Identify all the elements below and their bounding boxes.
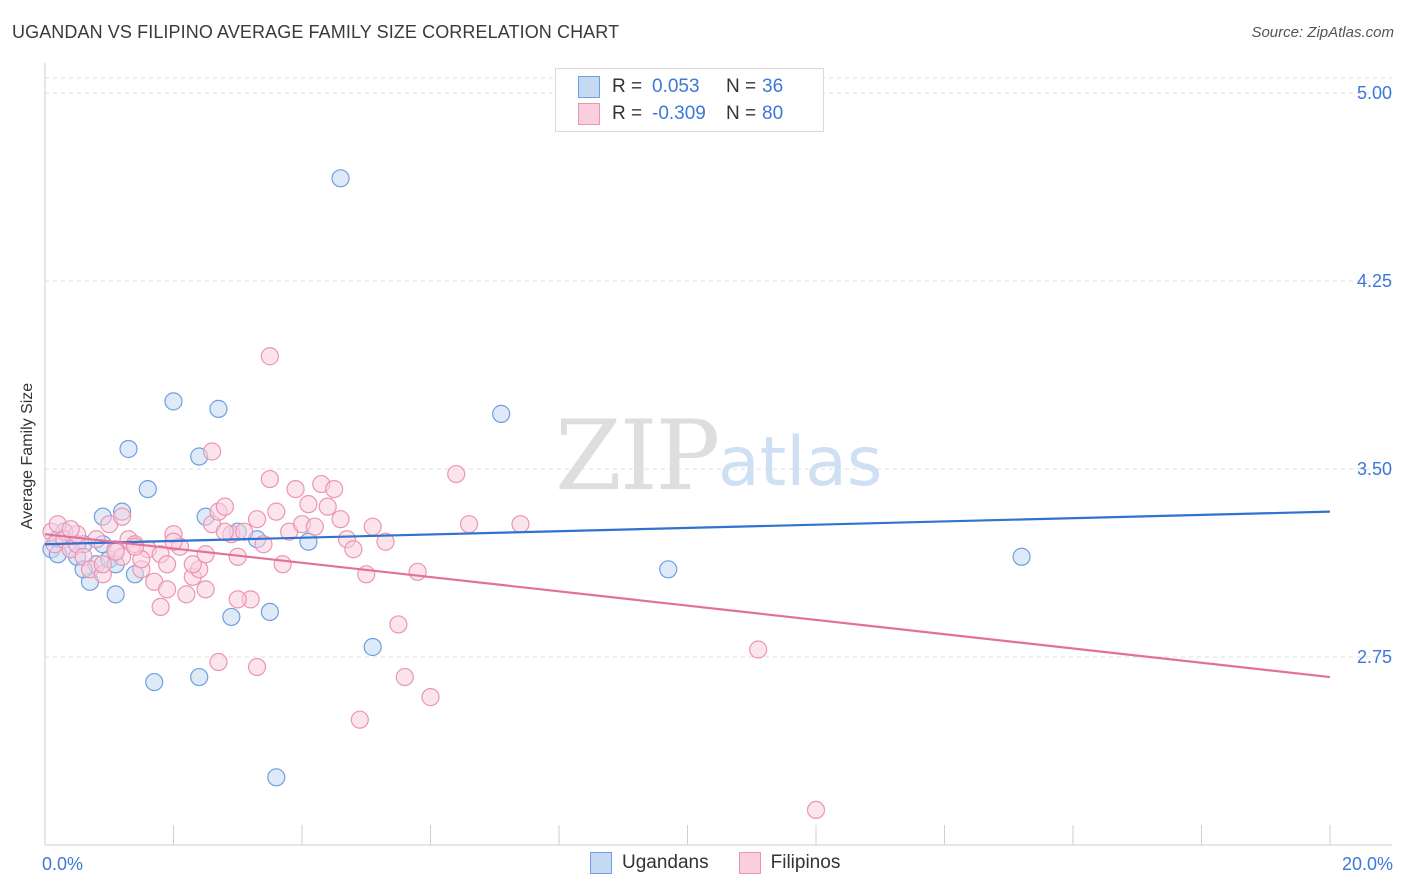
filipino-point: [331, 510, 350, 529]
filipino-point: [247, 510, 267, 529]
ugandan-point: [659, 560, 678, 579]
ugandan-point: [260, 602, 279, 622]
filipino-point: [157, 580, 177, 599]
filipino-point: [235, 522, 254, 541]
filipinos-trend-line: [44, 533, 1331, 679]
legend-item-filipinos: Filipinos: [738, 852, 841, 874]
filipino-point: [177, 585, 196, 604]
ugandan-point: [331, 169, 350, 188]
ugandan-point: [1012, 547, 1031, 566]
legend-label: Filipinos: [770, 852, 841, 873]
filipinos-swatch: [738, 852, 761, 874]
legend-label: Ugandans: [622, 852, 709, 873]
legend-row-filipinos: R = -0.309 N = 80: [578, 102, 783, 126]
ugandan-point: [164, 392, 183, 411]
filipino-point: [305, 517, 324, 536]
chart-title: UGANDAN VS FILIPINO AVERAGE FAMILY SIZE …: [12, 22, 620, 42]
ugandan-point: [222, 607, 241, 627]
watermark-zip: ZIP: [555, 400, 720, 512]
axes: [44, 63, 1392, 846]
filipino-point: [202, 442, 222, 461]
legend-row-ugandans: R = 0.053 N = 36: [578, 75, 783, 99]
r-value: 0.053: [652, 76, 700, 97]
filipino-point: [350, 710, 369, 729]
x-tick-label: 0.0%: [42, 854, 83, 874]
filipino-point: [447, 464, 466, 484]
watermark-atlas: atlas: [718, 423, 883, 502]
filipino-point: [511, 515, 530, 534]
y-tick-label: 5.00: [1357, 83, 1392, 103]
axis-tick-labels: 2.75 3.50 4.25 5.00 0.0% 20.0%: [42, 83, 1393, 874]
filipino-point: [260, 469, 279, 489]
ugandans-points: [42, 169, 1031, 787]
n-value: 36: [762, 76, 784, 97]
filipino-point: [209, 652, 228, 672]
filipino-point: [215, 522, 234, 541]
filipino-point: [106, 542, 125, 561]
ugandan-point: [106, 585, 125, 604]
n-label: N =: [726, 103, 757, 124]
filipino-point: [459, 515, 479, 534]
ugandan-point: [299, 532, 318, 551]
filipino-point: [112, 507, 132, 526]
filipino-point: [299, 495, 318, 514]
r-label: R =: [612, 76, 643, 97]
filipino-point: [389, 615, 408, 634]
filipino-point: [273, 555, 292, 574]
ugandan-point: [138, 479, 157, 499]
filipino-point: [408, 562, 427, 581]
filipino-point: [183, 555, 202, 574]
n-label: N =: [726, 76, 757, 97]
legend-item-ugandans: Ugandans: [590, 852, 709, 874]
filipino-point: [93, 555, 112, 574]
trend-lines: [44, 510, 1331, 679]
filipino-point: [421, 688, 440, 707]
y-tick-label: 4.25: [1357, 271, 1392, 291]
filipino-point: [260, 347, 279, 366]
source-credit: Source: ZipAtlas.com: [1251, 24, 1394, 41]
filipino-point: [157, 555, 177, 574]
ugandan-point: [145, 672, 164, 692]
ugandans-swatch: [578, 76, 600, 98]
filipino-point: [325, 479, 344, 499]
filipino-point: [376, 532, 395, 551]
filipinos-points: [42, 347, 826, 820]
filipinos-swatch: [578, 103, 600, 125]
y-tick-label: 2.75: [1357, 647, 1392, 667]
filipino-point: [267, 502, 286, 521]
ugandan-point: [119, 439, 138, 459]
filipino-point: [344, 540, 363, 559]
filipino-point: [395, 667, 414, 687]
filipino-point: [228, 590, 247, 609]
ugandan-point: [209, 399, 228, 418]
ugandan-point: [267, 768, 286, 787]
series-legend: Ugandans Filipinos: [590, 852, 870, 874]
x-tick-label: 20.0%: [1342, 854, 1393, 874]
filipino-point: [286, 479, 305, 499]
filipino-point: [363, 517, 382, 536]
filipino-point: [61, 520, 80, 539]
filipino-point: [215, 497, 234, 516]
ugandan-point: [190, 667, 209, 687]
filipino-point: [196, 580, 215, 599]
filipino-point: [196, 545, 215, 564]
gridlines: [45, 77, 1392, 658]
filipino-point: [151, 597, 170, 616]
ugandan-point: [363, 637, 382, 657]
n-value: 80: [762, 103, 784, 124]
filipino-point: [806, 800, 826, 820]
r-value: -0.309: [652, 103, 706, 124]
filipino-point: [318, 497, 337, 516]
r-label: R =: [612, 103, 643, 124]
filipino-point: [749, 640, 768, 659]
ugandan-point: [492, 404, 511, 423]
ugandans-swatch: [590, 852, 612, 874]
stats-legend: R = 0.053 N = 36 R = -0.309 N = 80: [555, 68, 824, 132]
ugandans-trend-line: [44, 510, 1331, 546]
filipino-point: [247, 657, 267, 677]
y-tick-label: 3.50: [1357, 459, 1392, 479]
filipino-point: [254, 535, 273, 554]
